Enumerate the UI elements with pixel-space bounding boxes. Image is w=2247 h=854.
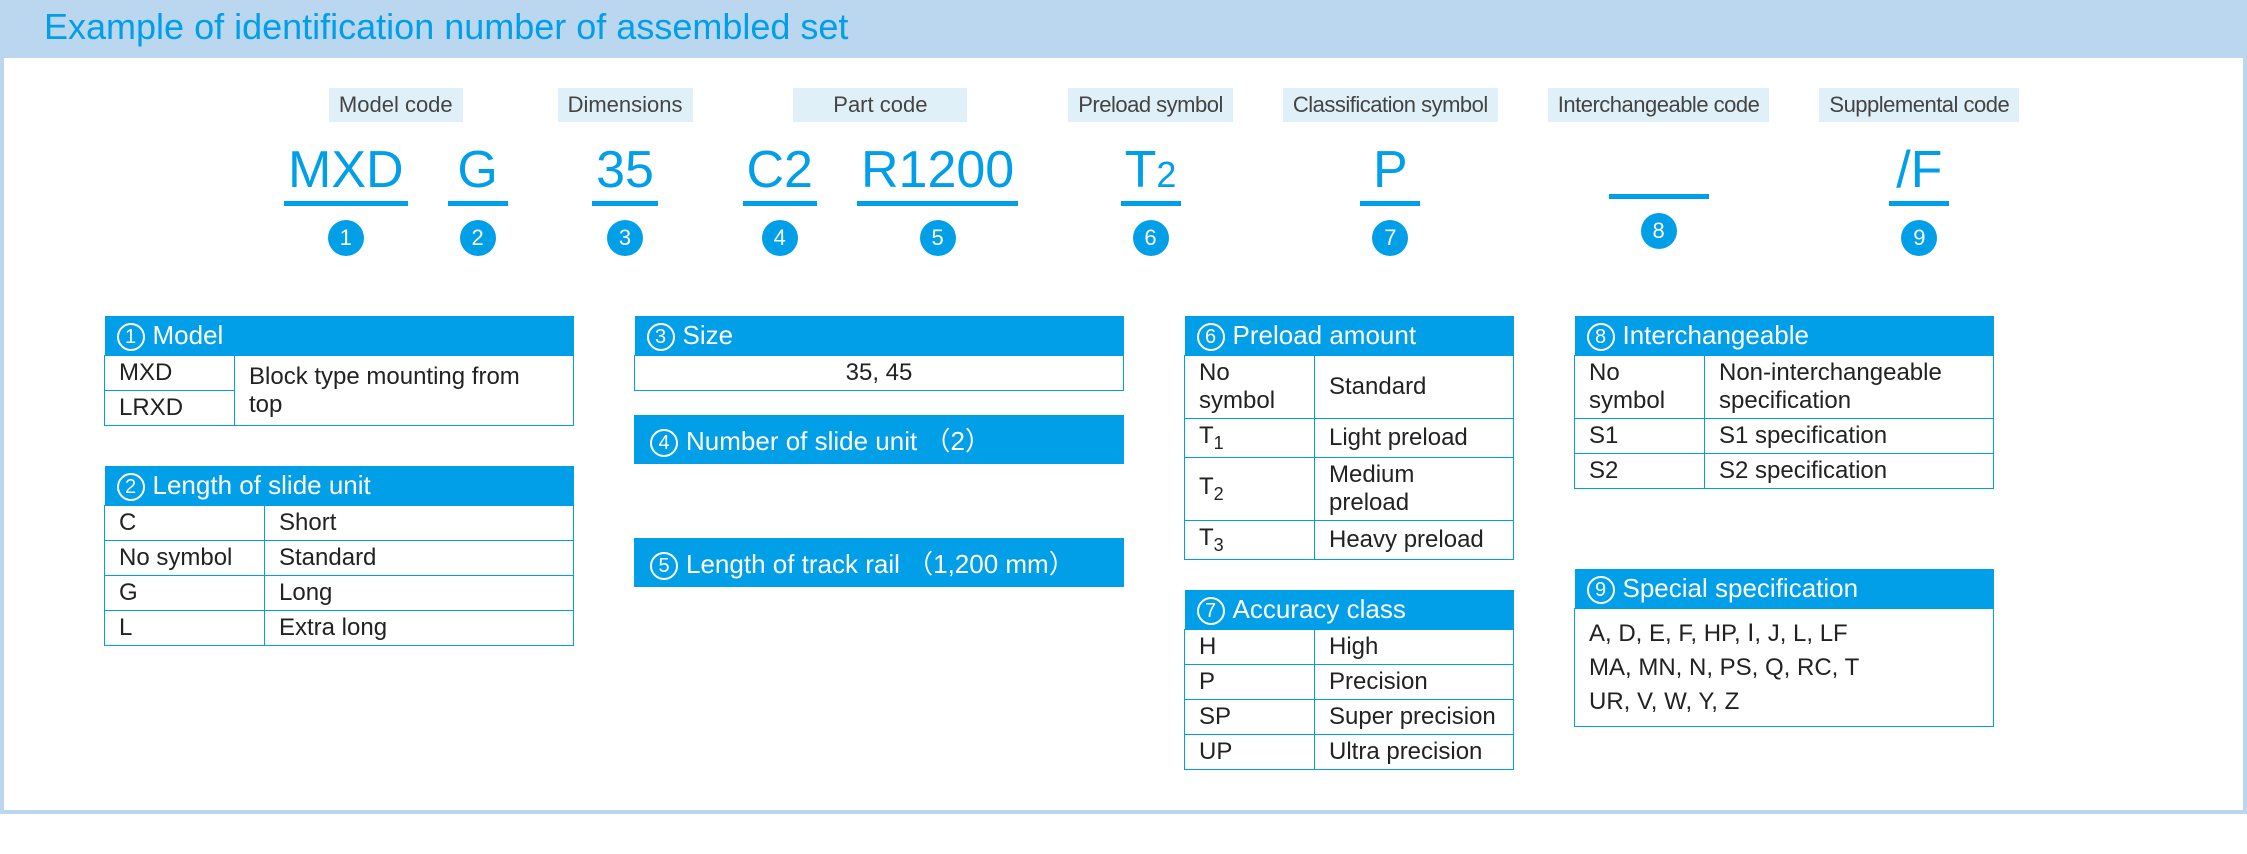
cell: G <box>105 576 265 611</box>
marker-7: 7 <box>1372 220 1408 256</box>
label-supplemental: Supplemental code <box>1819 88 2019 122</box>
cell: Long <box>265 576 574 611</box>
cell: UP <box>1185 735 1315 770</box>
table-model: 1Model MXDBlock type mounting from top L… <box>104 316 574 426</box>
marker-5: 5 <box>920 220 956 256</box>
marker-2: 2 <box>460 220 496 256</box>
col-2: 3Size 35, 45 4Number of slide unit （2） 5… <box>634 316 1124 587</box>
label-preload: Preload symbol <box>1068 88 1233 122</box>
cell: No symbol <box>1575 356 1705 419</box>
value-2: G <box>448 142 508 206</box>
value-8 <box>1609 142 1709 199</box>
label-part-code: Part code <box>793 88 967 122</box>
value-4: C2 <box>743 142 817 206</box>
table-length-slide: 2Length of slide unit CShort No symbolSt… <box>104 466 574 646</box>
cell: SP <box>1185 700 1315 735</box>
cell: UR, V, W, Y, Z <box>1575 685 1994 727</box>
cell: H <box>1185 630 1315 665</box>
cell: A, D, E, F, HP, Ⅰ, J, L, LF <box>1575 609 1994 652</box>
content-area: Model code MXD 1 G 2 Dimensions <box>4 58 2243 810</box>
cell: Precision <box>1315 665 1514 700</box>
segment-supplemental: Supplemental code /F 9 <box>1819 88 2019 256</box>
marker-1: 1 <box>328 220 364 256</box>
value-6: T2 <box>1121 142 1181 206</box>
segment-classification: Classification symbol P 7 <box>1283 88 1498 256</box>
cell: P <box>1185 665 1315 700</box>
table-num-slide: 4Number of slide unit （2） <box>634 415 1124 464</box>
cell: Super precision <box>1315 700 1514 735</box>
segment-interchangeable: Interchangeable code 8 <box>1548 88 1770 249</box>
table-rail-length: 5Length of track rail （1,200 mm） <box>634 538 1124 587</box>
table-accuracy: 7Accuracy class HHigh PPrecision SPSuper… <box>1184 590 1514 770</box>
value-1: MXD <box>284 142 408 206</box>
table-interchangeable: 8Interchangeable No symbolNon-interchang… <box>1574 316 1994 489</box>
label-interchangeable: Interchangeable code <box>1548 88 1770 122</box>
col-1: 1Model MXDBlock type mounting from top L… <box>104 316 574 646</box>
table-size: 3Size 35, 45 <box>634 316 1124 391</box>
cell: S1 specification <box>1705 419 1994 454</box>
tables-area: 1Model MXDBlock type mounting from top L… <box>104 316 2183 770</box>
cell: 35, 45 <box>635 356 1124 391</box>
diagram-frame: Example of identification number of asse… <box>0 0 2247 814</box>
segment-part-code: Part code C2 4 R1200 5 <box>743 88 1019 256</box>
cell: S2 <box>1575 454 1705 489</box>
cell: C <box>105 506 265 541</box>
cell: Heavy preload <box>1315 521 1514 560</box>
segment-model-code: Model code MXD 1 G 2 <box>284 88 508 256</box>
marker-4: 4 <box>762 220 798 256</box>
table-special-spec: 9Special specification A, D, E, F, HP, Ⅰ… <box>1574 569 1994 727</box>
marker-6: 6 <box>1133 220 1169 256</box>
label-model-code: Model code <box>329 88 463 122</box>
cell: Block type mounting from top <box>235 356 574 426</box>
segment-dimensions: Dimensions 35 3 <box>558 88 693 256</box>
value-9: /F <box>1889 142 1949 206</box>
cell: Short <box>265 506 574 541</box>
label-classification: Classification symbol <box>1283 88 1498 122</box>
cell: Light preload <box>1315 419 1514 458</box>
cell: Non-interchangeable specification <box>1705 356 1994 419</box>
part-number-row: Model code MXD 1 G 2 Dimensions <box>284 88 2183 256</box>
col-3: 6Preload amount No symbolStandard T1Ligh… <box>1184 316 1514 770</box>
label-dimensions: Dimensions <box>558 88 693 122</box>
cell: High <box>1315 630 1514 665</box>
cell: LRXD <box>105 391 235 426</box>
marker-8: 8 <box>1641 213 1677 249</box>
value-3: 35 <box>592 142 658 206</box>
cell: Medium preload <box>1315 458 1514 521</box>
cell: Ultra precision <box>1315 735 1514 770</box>
table-preload: 6Preload amount No symbolStandard T1Ligh… <box>1184 316 1514 560</box>
col-4: 8Interchangeable No symbolNon-interchang… <box>1574 316 1994 727</box>
marker-9: 9 <box>1901 220 1937 256</box>
value-5: R1200 <box>857 142 1018 206</box>
cell: S2 specification <box>1705 454 1994 489</box>
value-7: P <box>1360 142 1420 206</box>
cell: No symbol <box>105 541 265 576</box>
page-title: Example of identification number of asse… <box>44 6 848 47</box>
cell: S1 <box>1575 419 1705 454</box>
cell: T2 <box>1185 458 1315 521</box>
cell: MXD <box>105 356 235 391</box>
cell: Standard <box>1315 356 1514 419</box>
cell: MA, MN, N, PS, Q, RC, T <box>1575 651 1994 685</box>
cell: T1 <box>1185 419 1315 458</box>
cell: T3 <box>1185 521 1315 560</box>
cell: Extra long <box>265 611 574 646</box>
title-bar: Example of identification number of asse… <box>4 0 2243 58</box>
segment-preload: Preload symbol T2 6 <box>1068 88 1233 256</box>
cell: L <box>105 611 265 646</box>
cell: No symbol <box>1185 356 1315 419</box>
cell: Standard <box>265 541 574 576</box>
marker-3: 3 <box>607 220 643 256</box>
